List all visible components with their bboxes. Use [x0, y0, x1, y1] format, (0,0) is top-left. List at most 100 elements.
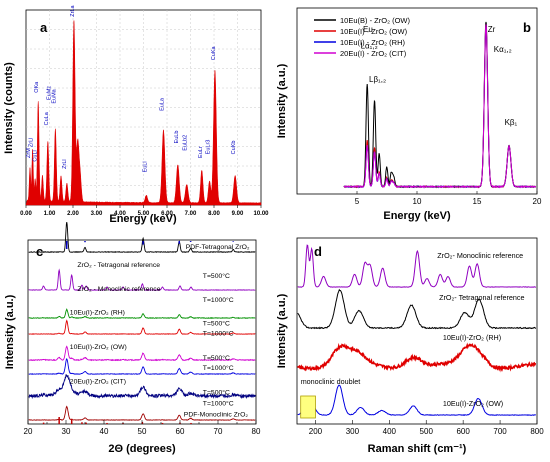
panel-c-series-line	[28, 374, 256, 400]
panel-c-y-label: Intensity (a.u.)	[4, 294, 16, 369]
panel-c-series-label: T=1000°C	[203, 296, 234, 304]
panel-a-x-tick-label: 5.00	[138, 211, 150, 217]
panel-a-peak-label: EuLb2	[183, 135, 189, 151]
panel-b-series-line	[343, 24, 537, 189]
panel-c-x-tick-label: 70	[214, 427, 223, 436]
panel-a-peak-label: CuLl	[33, 150, 39, 161]
panel-d-x-label: Raman shift (cm⁻¹)	[368, 443, 467, 455]
panel-c-series-label: 10Eu(I)-ZrO₂ (OW)	[70, 344, 127, 351]
panel-b-peak-label: Lα₁,₂	[361, 42, 378, 51]
panel-d-series-line	[297, 384, 536, 416]
panel-a-peak-label: EuMa	[51, 88, 57, 103]
panel-b-x-tick-label: 5	[355, 197, 360, 206]
panel-a-peak-label: ZrM	[26, 148, 32, 158]
panel-a-peak-label: EuLr	[198, 146, 204, 158]
panel-a-x-tick-label: 9.00	[232, 211, 244, 217]
panel-d-plot-area	[296, 237, 538, 425]
panel-c-series-label: ZrO₂ - Tetragonal reference	[77, 262, 160, 269]
panel-d-letter: d	[314, 244, 322, 259]
panel-b-peak-label: Eu	[363, 25, 373, 34]
panel-c-x-tick-label: 30	[62, 427, 71, 436]
panel-a-x-tick-label: 8.00	[208, 211, 220, 217]
panel-a-peak-label: EuLa	[159, 97, 165, 111]
panel-c-series-label: 10Eu(I)-ZrO₂ (RH)	[70, 310, 125, 317]
panel-a-x-tick-label: 1.00	[44, 211, 56, 217]
panel-a-spectrum-area	[25, 20, 262, 206]
panel-d-series-line	[297, 244, 537, 288]
panel-d-x-tick-label: 300	[346, 427, 360, 436]
panel-d: ZrO₂- Monoclinic reference ZrO₂- Tetragon…	[276, 237, 544, 455]
panel-b-legend-entry: 10Eu(I) - ZrO₂ (OW)	[340, 27, 408, 36]
panel-b-legend-entry: 10Eu(I) - ZrO₂ (RH)	[340, 38, 405, 47]
panel-b-peak-label: Zr	[488, 25, 496, 34]
panel-d-series-label: monoclinic doublet	[301, 377, 361, 386]
panel-c-x-label: 2Θ (degrees)	[108, 443, 176, 455]
panel-c-series-label: T=500°C	[203, 354, 230, 362]
panel-c-series-line	[28, 358, 256, 375]
panel-a-peak-label: EuMz	[47, 86, 53, 100]
panel-a: ZrMZrLlCuLlOKaCuLaEuMzEuMaZrLlZrLaEuLlEu…	[0, 0, 275, 228]
panel-c-series-label: 20Eu(I)-ZrO₂ (CIT)	[70, 379, 126, 386]
panel-d-doublet-highlight	[300, 395, 316, 419]
panel-a-peak-label: EuLb	[174, 131, 180, 144]
panel-b-peak-label: Kα₁,₂	[494, 45, 512, 54]
panel-d-x-tick-label: 800	[530, 427, 544, 436]
panel-b-legend-entry: 10Eu(B) - ZrO₂ (OW)	[340, 16, 410, 25]
panel-b: Eu Lα₁,₂ Lβ₁,₂ Zr Kα₁,₂ Kβ₁ 5 10 15 20 10Eu(B) -…	[276, 7, 542, 222]
panel-a-x-tick-label: 7.00	[185, 211, 197, 217]
panel-c-series-label: ZrO₂ - Monoclinic reference	[77, 286, 160, 293]
panel-a-x-label: Energy (keV)	[109, 213, 177, 225]
panel-b-peak-label: Kβ₁	[505, 118, 518, 127]
panel-a-peak-label: CuKa	[211, 46, 217, 61]
panel-c-x-tick-label: 20	[24, 427, 33, 436]
panel-a-peak-label: CuLa	[44, 111, 50, 125]
panel-a-x-tick-label: 4.00	[114, 211, 126, 217]
panel-c-series-label: T=1000°C	[203, 364, 234, 372]
panel-c-series-label: T=1000°C	[203, 400, 234, 408]
panel-d-series-line	[297, 342, 537, 373]
panel-d-x-tick-label: 200	[309, 427, 323, 436]
panel-b-x-tick-label: 15	[473, 197, 482, 206]
panel-b-legend-entry: 20Eu(I) - ZrO₂ (CIT)	[340, 49, 407, 58]
panel-d-series-label: 10Eu(I)-ZrO₂ (RH)	[443, 333, 501, 342]
panel-a-peak-label: ZrLl	[29, 138, 35, 147]
panel-c-series-line	[28, 268, 256, 291]
panel-c-series-label: T=500°C	[203, 272, 230, 280]
panel-b-x-label: Energy (keV)	[383, 210, 451, 222]
panel-c-series-line	[28, 319, 256, 335]
panel-c-x-tick-label: 80	[252, 427, 261, 436]
panel-d-x-tick-label: 700	[493, 427, 507, 436]
panel-a-peak-label: OKa	[34, 81, 40, 93]
panel-d-series-line	[297, 288, 537, 330]
panel-c-letter: c	[36, 244, 43, 259]
panel-c: PDF-Tetragonal ZrO₂ ZrO₂ - Tetragonal ref…	[4, 222, 261, 455]
panel-c-series-line	[28, 345, 256, 362]
panel-d-series-label: 10Eu(I)-ZrO₂ (OW)	[443, 399, 503, 408]
panel-a-peak-label: ZrLa	[70, 5, 76, 17]
panel-b-x-tick-label: 20	[533, 197, 542, 206]
panel-c-x-tick-label: 60	[176, 427, 185, 436]
panel-c-series-line	[28, 308, 256, 320]
panel-a-peak-label: CuKb	[231, 141, 237, 155]
panel-a-letter: a	[40, 20, 48, 35]
panel-c-series-label: PDF-Monoclinic ZrO₂	[184, 411, 249, 418]
panel-c-plot-area	[27, 239, 257, 425]
panel-b-plot-area	[296, 7, 538, 195]
panel-a-peak-label: EuLl	[142, 161, 148, 172]
panel-c-series-label: T=500°C	[203, 319, 230, 327]
panel-a-x-tick-label: 0.00	[20, 211, 32, 217]
panel-b-letter: b	[523, 20, 531, 35]
panel-a-x-tick-label: 3.00	[91, 211, 103, 217]
panel-a-peak-label: EuLr3	[206, 140, 212, 155]
panel-d-series-label: ZrO₂- Monoclinic reference	[437, 251, 523, 260]
panel-d-series-label: ZrO₂- Tetragonal reference	[439, 293, 524, 302]
panel-a-x-tick-label: 2.00	[67, 211, 79, 217]
panel-b-peak-label: Lβ₁,₂	[369, 75, 386, 84]
panel-d-x-tick-label: 400	[383, 427, 397, 436]
panel-c-series-label: T=500°C	[203, 389, 230, 397]
panel-c-x-tick-label: 50	[138, 427, 147, 436]
panel-c-x-tick-label: 40	[100, 427, 109, 436]
panel-b-x-tick-label: 10	[413, 197, 422, 206]
panel-a-x-tick-label: 10.00	[253, 211, 269, 217]
